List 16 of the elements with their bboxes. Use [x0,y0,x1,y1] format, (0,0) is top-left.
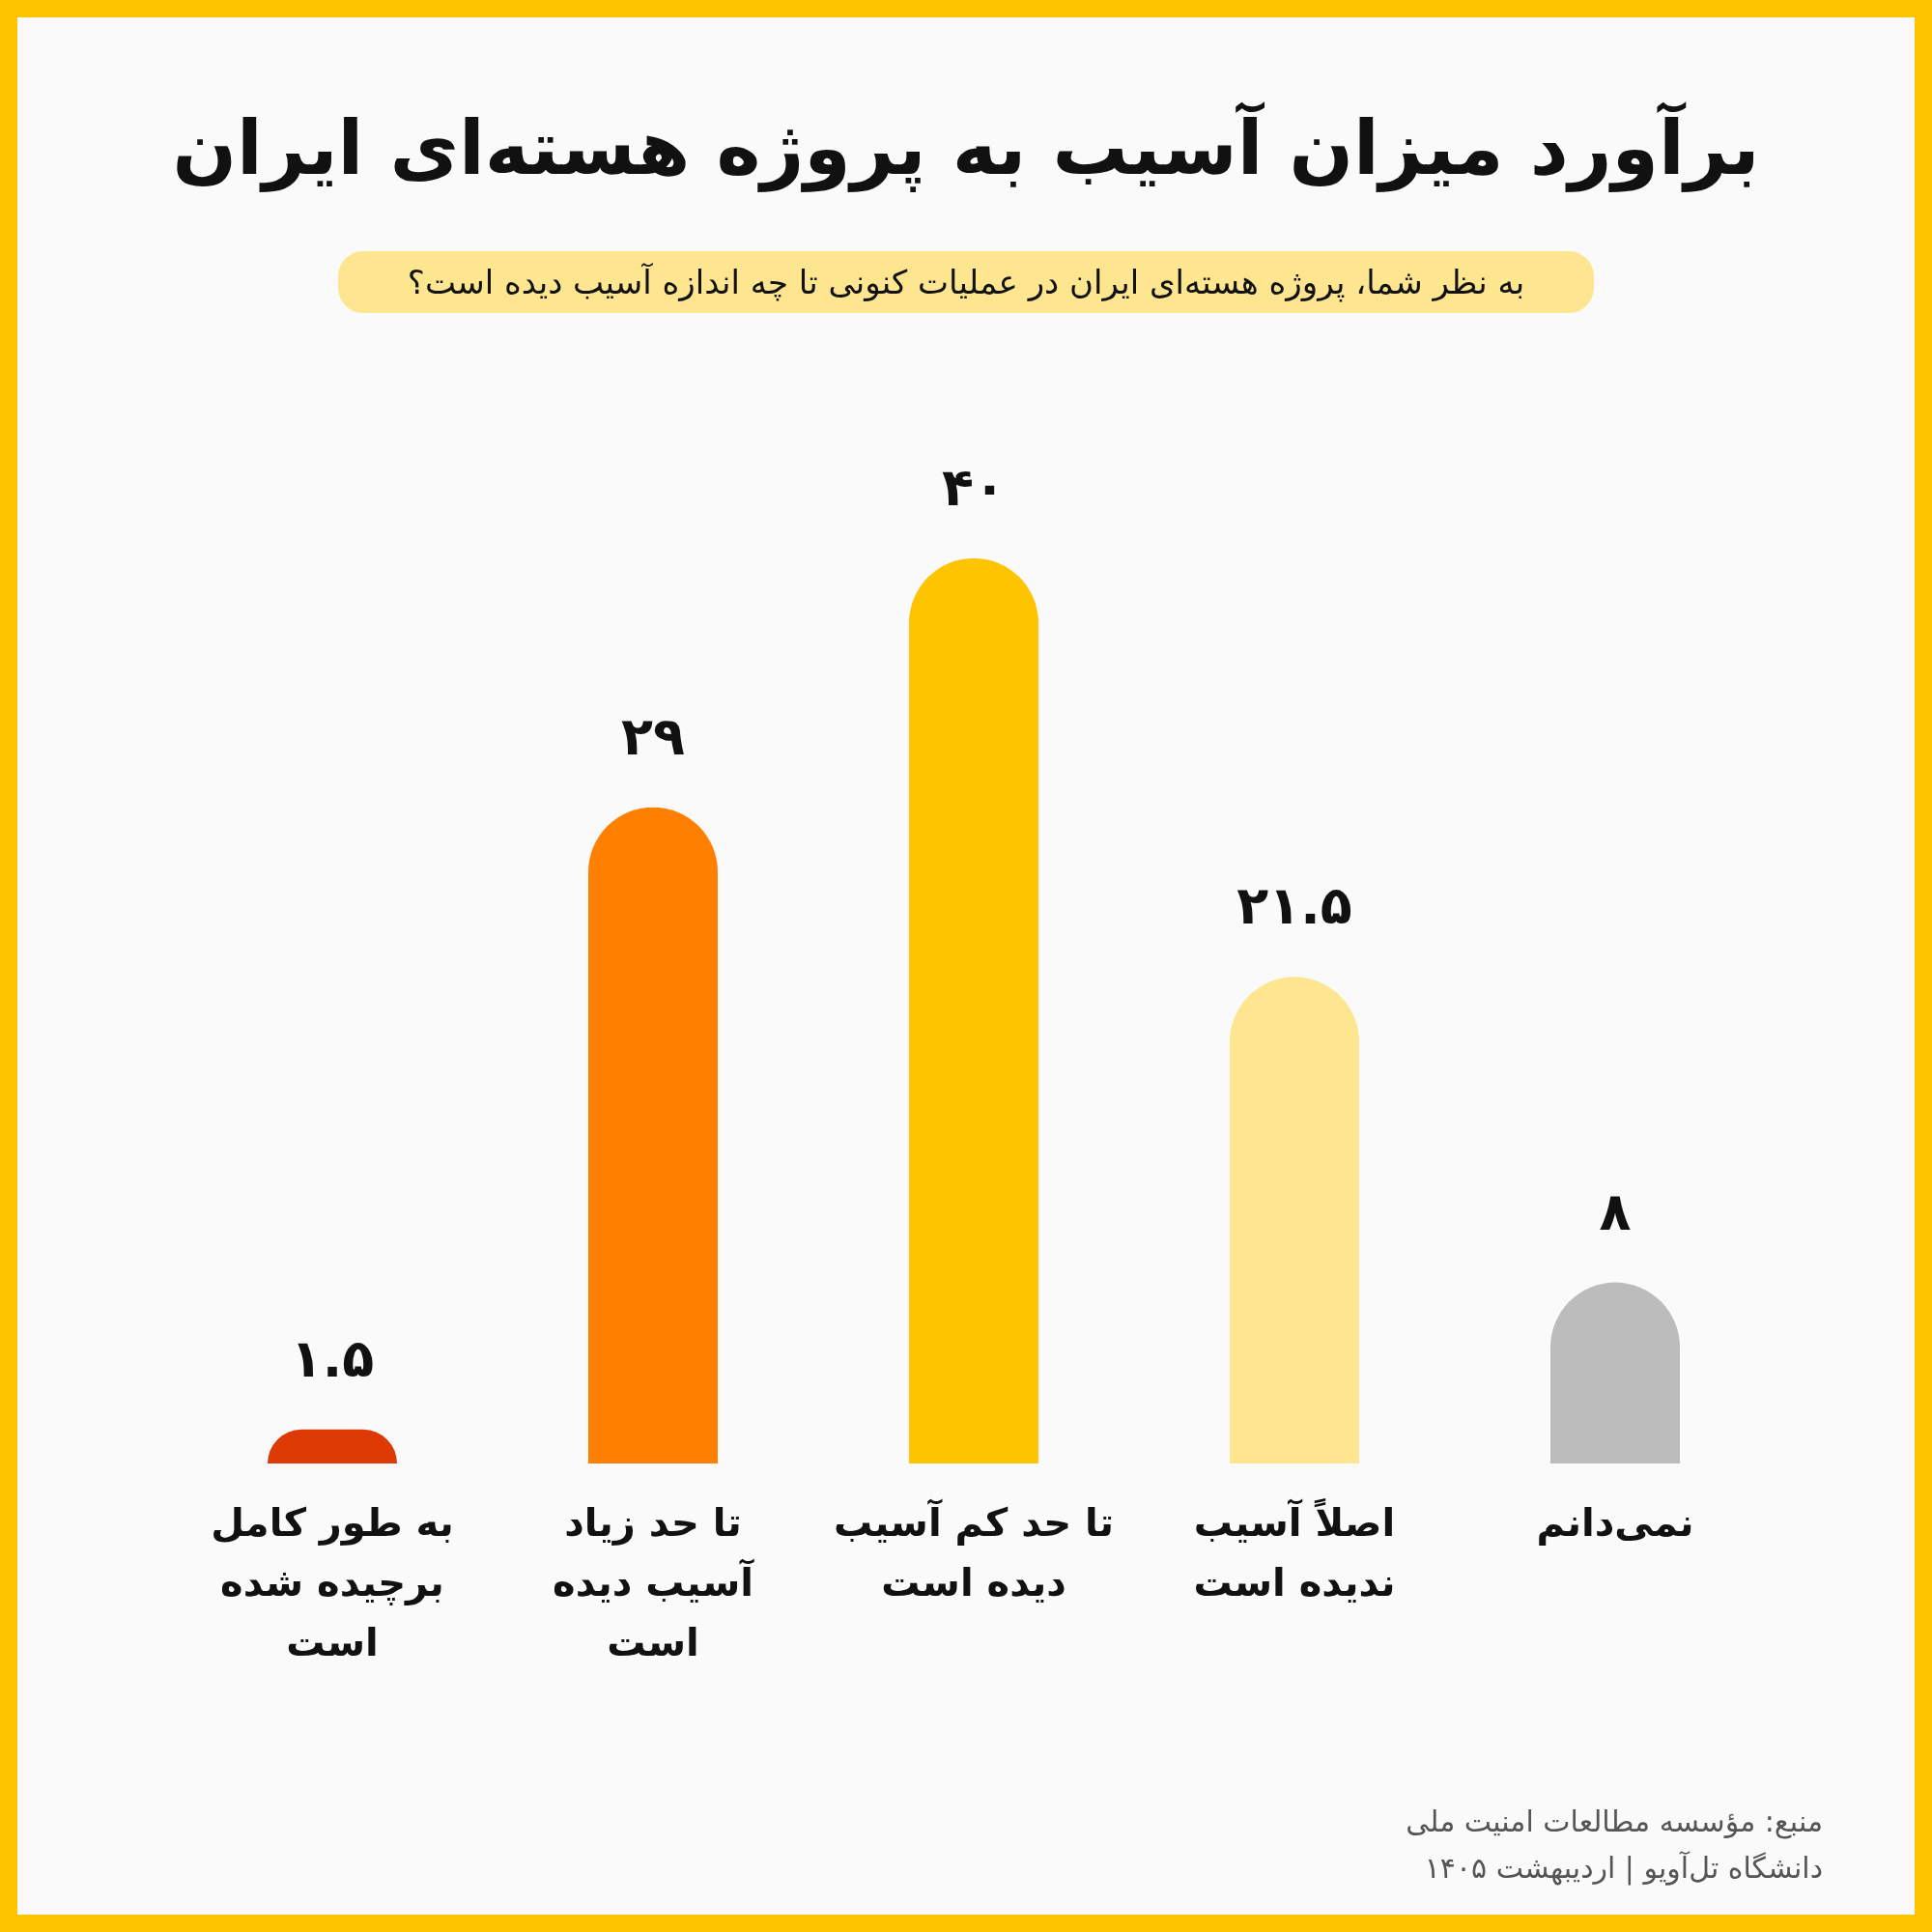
x-tick-label: اصلاً آسیب ندیده است [1192,1497,1397,1606]
x-tick-label: به طور کامل برچیده شده است [210,1499,455,1666]
bar [1230,977,1359,1463]
x-tick-label: نمی‌دانم [1535,1499,1695,1548]
text: دانشگاه تل‌آویو | اردیبهشت ۱۴۰۵ [1424,1851,1823,1885]
bar [588,807,718,1463]
data-label: ۲۹ [620,705,686,767]
text: منبع: مؤسسه مطالعات امنیت ملی [1406,1804,1823,1838]
data-label: ۲۱.۵ [1236,875,1353,937]
data-label: ۱.۵ [289,1327,376,1389]
chart-subtitle: به نظر شما، پروژه هسته‌ای ایران در عملیات کنونی تا چه اندازه آسیب دیده است؟ [338,251,1594,313]
data-label: ۸ [1598,1180,1633,1242]
data-label: ۴۰ [941,457,1007,518]
bar [909,558,1038,1463]
x-tick-label: تا حد زیاد آسیب دیده است [552,1499,755,1666]
x-tick-label: تا حد کم آسیب دیده است [832,1497,1116,1606]
